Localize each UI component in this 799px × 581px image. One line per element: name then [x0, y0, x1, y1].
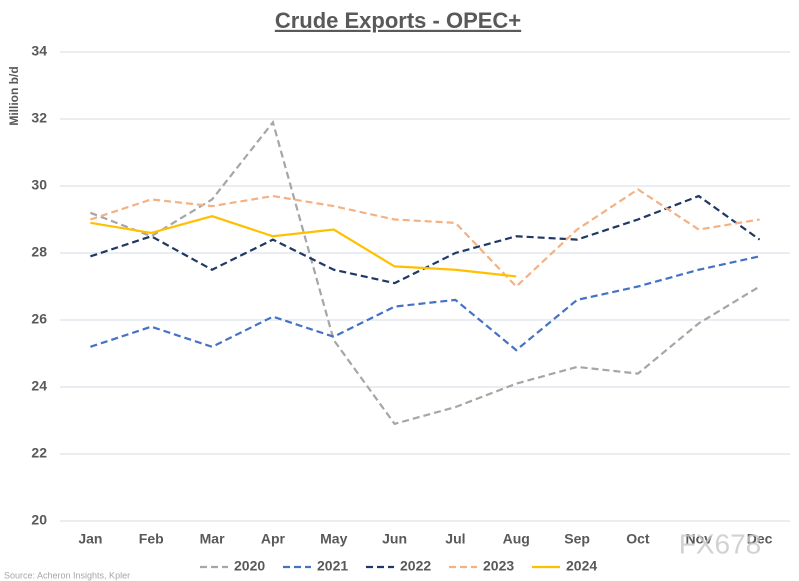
x-tick-label: Jan [78, 531, 102, 547]
y-tick-label: 24 [31, 378, 47, 394]
y-tick-label: 30 [31, 177, 47, 193]
y-tick-label: 32 [31, 110, 47, 126]
y-tick-label: 22 [31, 445, 47, 461]
x-tick-label: Jun [382, 531, 407, 547]
source: Source: Acheron Insights, Kpler [4, 570, 130, 580]
watermark: FX678 [679, 528, 762, 559]
legend-label: 2023 [483, 558, 514, 574]
x-tick-label: Sep [564, 531, 590, 547]
y-tick-label: 34 [31, 43, 47, 59]
series-line [90, 215, 517, 278]
legend-label: 2022 [400, 558, 431, 574]
x-tick-label: May [320, 531, 347, 547]
y-tick-label: 28 [31, 244, 47, 260]
series-line [90, 188, 760, 289]
x-tick-label: Mar [200, 531, 225, 547]
y-axis-label: Million b/d [7, 66, 21, 125]
x-tick-label: Apr [261, 531, 286, 547]
legend-label: 2024 [566, 558, 597, 574]
x-tick-label: Oct [626, 531, 650, 547]
legend-label: 2020 [234, 558, 265, 574]
y-tick-label: 20 [31, 512, 47, 528]
y-tick-label: 26 [31, 311, 47, 327]
x-tick-label: Dec [747, 531, 773, 547]
legend-label: 2021 [317, 558, 348, 574]
x-tick-label: Feb [139, 531, 164, 547]
chart-title: Crude Exports - OPEC+ [275, 8, 521, 33]
series-line [90, 255, 760, 352]
x-tick-label: Nov [686, 531, 713, 547]
x-tick-label: Jul [445, 531, 465, 547]
x-tick-label: Aug [503, 531, 530, 547]
series-line [90, 194, 761, 285]
series-line [90, 119, 761, 426]
